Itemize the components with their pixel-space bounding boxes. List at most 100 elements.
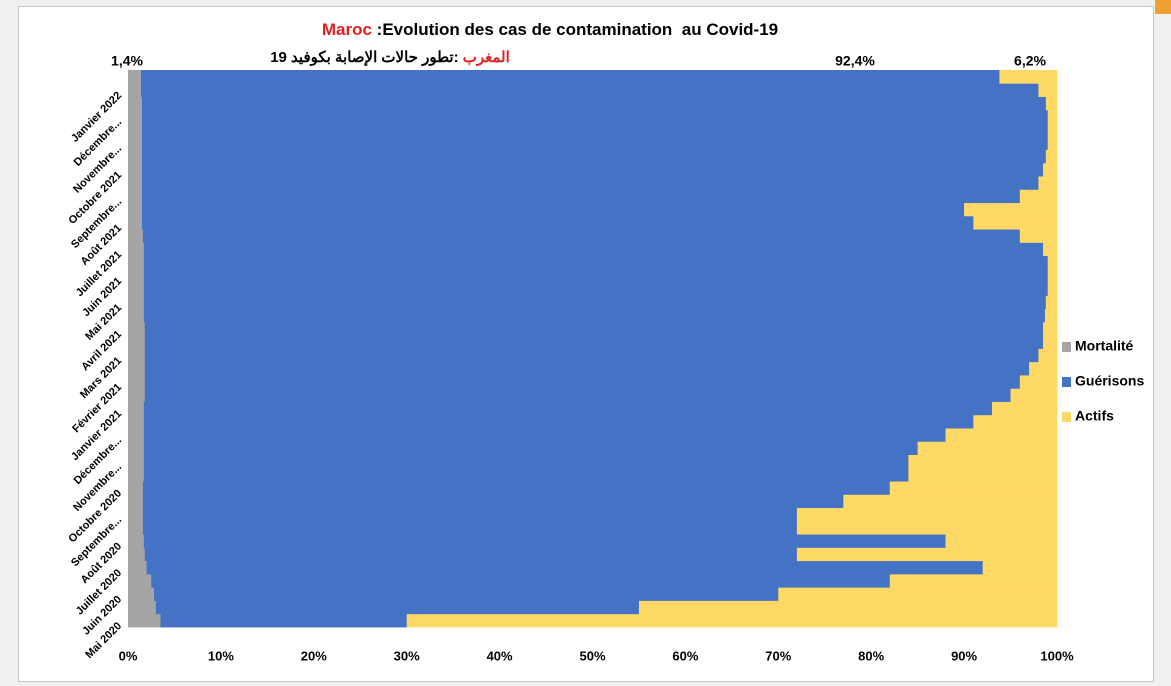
- bar-segment: [128, 507, 144, 522]
- bar-segment: [128, 149, 143, 164]
- bar-segment: [141, 202, 965, 217]
- bar-segment: [1045, 149, 1058, 164]
- bar-segment: [128, 308, 145, 323]
- bar-segment: [141, 162, 1044, 177]
- bar-segment: [142, 481, 891, 495]
- bar-segment: [128, 295, 145, 310]
- x-tick-label: 40%: [487, 648, 513, 663]
- bar-segment: [128, 361, 146, 376]
- bar-segment: [143, 242, 1044, 257]
- bar-segment: [999, 70, 1058, 84]
- bar-segment: [144, 547, 798, 562]
- bar-segment: [973, 414, 1058, 429]
- x-tick-label: 60%: [672, 648, 698, 663]
- bar-segment: [917, 441, 1058, 455]
- bar-segment: [796, 507, 1058, 522]
- bar-segment: [796, 520, 1058, 535]
- bar-segment: [128, 215, 143, 230]
- bar-segment: [128, 109, 143, 124]
- bar-segment: [128, 242, 145, 257]
- bar-segment: [128, 321, 146, 336]
- bar-segment: [128, 520, 144, 535]
- bar-segment: [1043, 321, 1058, 336]
- bar-segment: [128, 268, 145, 283]
- bar-segment: [128, 70, 142, 84]
- bar-segment: [1043, 162, 1058, 177]
- bar-segment: [128, 441, 145, 455]
- bar-segment: [1047, 255, 1058, 270]
- bar-segment: [991, 401, 1058, 416]
- bar-segment: [945, 534, 1058, 548]
- bar-segment: [128, 600, 157, 615]
- bar-segment: [141, 123, 1049, 137]
- bar-segment: [128, 189, 143, 204]
- bar-segment: [144, 388, 1011, 402]
- bar-segment: [1044, 308, 1058, 323]
- bar-segment: [1029, 361, 1058, 376]
- bar-segment: [144, 321, 1044, 336]
- bar-segment: [142, 507, 798, 522]
- bar-segment: [143, 467, 909, 482]
- bar-segment: [144, 375, 1021, 389]
- legend-swatch: [1062, 377, 1071, 387]
- bar-segment: [128, 428, 145, 442]
- bar-segment: [1019, 229, 1058, 243]
- bar-segment: [128, 255, 145, 270]
- x-tick-label: 10%: [208, 648, 234, 663]
- bar-segment: [128, 176, 143, 190]
- bar-segment: [778, 587, 1058, 601]
- bar-segment: [128, 136, 143, 150]
- bar-segment: [908, 454, 1058, 469]
- annotation: 1,4%: [111, 53, 143, 69]
- x-tick-label: 70%: [765, 648, 791, 663]
- bar-segment: [144, 335, 1044, 349]
- legend-swatch: [1062, 342, 1071, 352]
- legend-swatch: [1062, 412, 1071, 422]
- bar-segment: [141, 215, 974, 230]
- bar-segment: [144, 348, 1039, 363]
- bar-segment: [141, 109, 1049, 124]
- bar-segment: [128, 83, 142, 97]
- bar-segment: [128, 96, 143, 111]
- bar-segment: [1045, 96, 1058, 111]
- bar-segment: [128, 547, 146, 562]
- bar-segment: [143, 534, 946, 548]
- x-tick-label: 50%: [579, 648, 605, 663]
- bar-segment: [151, 573, 891, 588]
- bar-segment: [141, 70, 1000, 84]
- bar-segment: [128, 229, 144, 243]
- x-tick-label: 80%: [858, 648, 884, 663]
- bar-segment: [638, 600, 1058, 615]
- bar-segment: [1045, 295, 1058, 310]
- bar-segment: [143, 441, 918, 455]
- bar-segment: [908, 467, 1058, 482]
- bar-segment: [889, 481, 1058, 495]
- bar-segment: [143, 308, 1046, 323]
- bar-segment: [142, 494, 844, 509]
- bar-segment: [142, 520, 798, 535]
- bar-segment: [982, 560, 1058, 575]
- bar-segment: [1047, 109, 1058, 124]
- bar-segment: [128, 534, 145, 548]
- subtitle-highlight: المغرب: [462, 49, 510, 66]
- bar-segment: [155, 600, 640, 615]
- bar-segment: [141, 83, 1039, 97]
- bar-segment: [1047, 123, 1058, 137]
- bar-segment: [128, 348, 146, 363]
- chart-title: Maroc :Evolution des cas de contaminatio…: [0, 20, 1100, 40]
- bar-segment: [1038, 348, 1058, 363]
- bar-segment: [143, 454, 909, 469]
- x-tick-label: 30%: [394, 648, 420, 663]
- chart-subtitle: المغرب :تطور حالات الإصابة بكوفيد 19: [0, 48, 940, 66]
- bar-segment: [146, 560, 983, 575]
- bar-segment: [889, 573, 1058, 588]
- x-tick-label: 20%: [301, 648, 327, 663]
- bar-segment: [128, 123, 143, 137]
- annotation: 6,2%: [1014, 53, 1046, 69]
- bar-segment: [128, 454, 145, 469]
- bar-segment: [160, 613, 407, 628]
- bar-segment: [128, 162, 143, 177]
- x-tick-label: 0%: [119, 648, 138, 663]
- legend-label: Actifs: [1075, 408, 1114, 424]
- bar-segment: [1019, 189, 1058, 204]
